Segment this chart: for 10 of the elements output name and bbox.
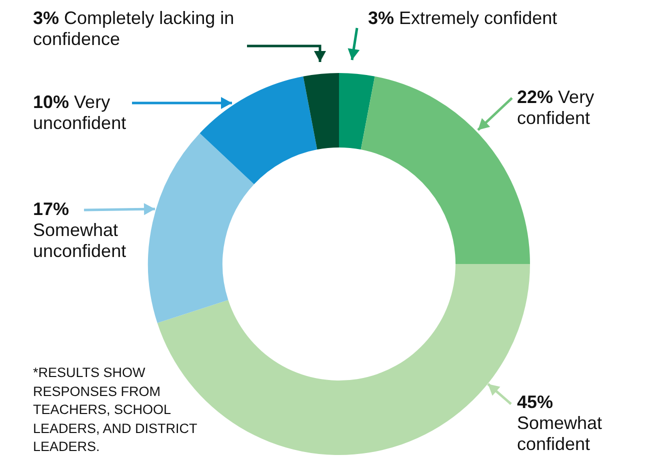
data-label: 10% <box>33 92 70 112</box>
data-label: 45% <box>517 392 554 412</box>
text: *RESULTS SHOW RESPONSES FROM TEACHERS, SCHOOL LEADERS, AND DISTRICT LEADERS. <box>33 364 198 456</box>
data-label: 3% <box>33 8 60 28</box>
data-label: 3% <box>368 8 394 28</box>
data-label: 17% <box>33 199 70 219</box>
slice-label: Extremely confident <box>399 8 558 28</box>
slice-label: Somewhat unconfident <box>33 220 126 261</box>
data-label: 22% <box>517 87 554 107</box>
slice-label: Somewhat confident <box>517 413 602 454</box>
